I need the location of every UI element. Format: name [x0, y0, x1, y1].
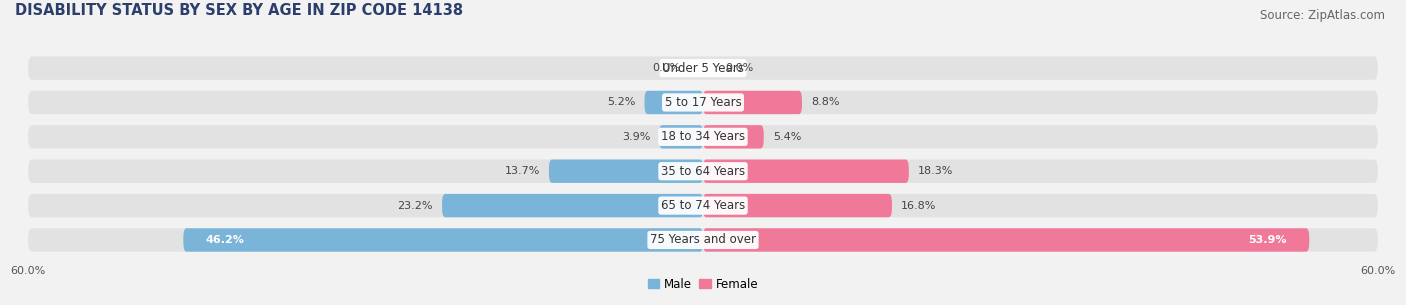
FancyBboxPatch shape [703, 194, 891, 217]
FancyBboxPatch shape [703, 91, 801, 114]
FancyBboxPatch shape [28, 56, 1378, 80]
Legend: Male, Female: Male, Female [643, 273, 763, 295]
Text: 18 to 34 Years: 18 to 34 Years [661, 130, 745, 143]
Text: 18.3%: 18.3% [918, 166, 953, 176]
Text: DISABILITY STATUS BY SEX BY AGE IN ZIP CODE 14138: DISABILITY STATUS BY SEX BY AGE IN ZIP C… [14, 3, 463, 18]
FancyBboxPatch shape [548, 160, 703, 183]
Text: 65 to 74 Years: 65 to 74 Years [661, 199, 745, 212]
FancyBboxPatch shape [703, 160, 908, 183]
Text: Source: ZipAtlas.com: Source: ZipAtlas.com [1260, 9, 1385, 22]
FancyBboxPatch shape [644, 91, 703, 114]
FancyBboxPatch shape [441, 194, 703, 217]
FancyBboxPatch shape [28, 125, 1378, 149]
Text: 53.9%: 53.9% [1249, 235, 1286, 245]
Text: Under 5 Years: Under 5 Years [662, 62, 744, 75]
FancyBboxPatch shape [659, 125, 703, 149]
Text: 5.4%: 5.4% [773, 132, 801, 142]
Text: 13.7%: 13.7% [505, 166, 540, 176]
FancyBboxPatch shape [28, 160, 1378, 183]
Text: 3.9%: 3.9% [621, 132, 650, 142]
FancyBboxPatch shape [703, 228, 1309, 252]
Text: 5 to 17 Years: 5 to 17 Years [665, 96, 741, 109]
Text: 5.2%: 5.2% [607, 98, 636, 107]
FancyBboxPatch shape [28, 91, 1378, 114]
FancyBboxPatch shape [703, 125, 763, 149]
Text: 0.0%: 0.0% [725, 63, 754, 73]
FancyBboxPatch shape [183, 228, 703, 252]
Text: 35 to 64 Years: 35 to 64 Years [661, 165, 745, 178]
Text: 0.0%: 0.0% [652, 63, 681, 73]
FancyBboxPatch shape [28, 228, 1378, 252]
FancyBboxPatch shape [28, 194, 1378, 217]
Text: 23.2%: 23.2% [398, 201, 433, 210]
Text: 16.8%: 16.8% [901, 201, 936, 210]
Text: 75 Years and over: 75 Years and over [650, 233, 756, 246]
Text: 8.8%: 8.8% [811, 98, 839, 107]
Text: 46.2%: 46.2% [205, 235, 245, 245]
